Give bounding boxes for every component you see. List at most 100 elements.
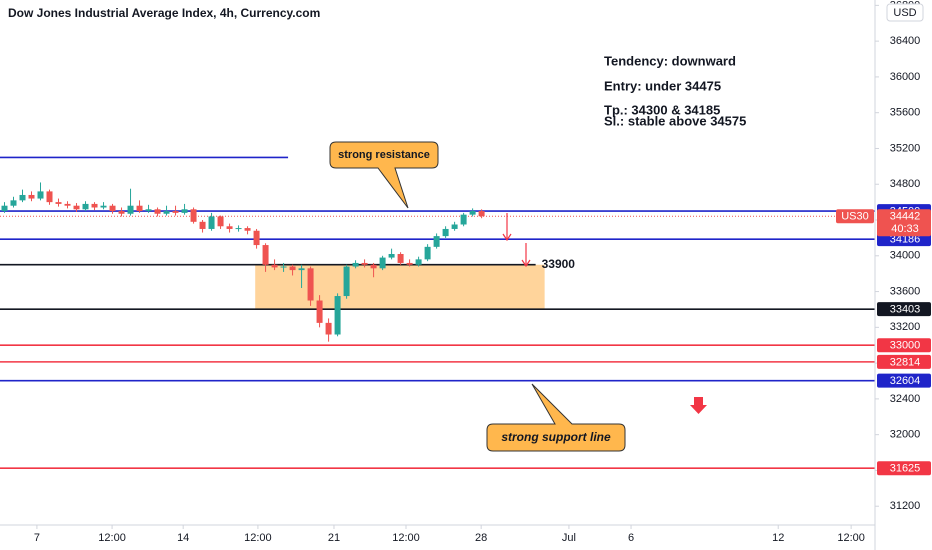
- candle-body: [343, 266, 350, 297]
- level-tag-label: 34186: [890, 234, 921, 246]
- level-tag: [877, 302, 931, 317]
- candle-body: [19, 194, 26, 201]
- candle-body: [37, 191, 44, 199]
- level-tag-label: 32814: [890, 356, 921, 368]
- candle-body: [163, 211, 170, 214]
- axis-layer: 3120031600320003240032800332003360034000…: [34, 0, 920, 544]
- candle-body: [154, 209, 161, 214]
- candle-body: [442, 228, 449, 237]
- x-tick-label: 7: [34, 532, 40, 544]
- candle-body: [100, 205, 107, 208]
- arrow: [502, 213, 512, 242]
- currency-box[interactable]: [886, 3, 924, 22]
- candle-body: [244, 228, 251, 231]
- currency[interactable]: USD: [893, 7, 916, 19]
- level-label: 33900: [542, 257, 576, 271]
- y-tick-label: 33200: [890, 321, 921, 333]
- candle-body: [127, 205, 134, 214]
- candle-body: [235, 228, 242, 230]
- candle-body: [262, 245, 269, 265]
- y-tick-label: 36400: [890, 35, 921, 47]
- candle-body: [109, 205, 116, 212]
- candle-body: [334, 296, 341, 335]
- candle-body: [91, 203, 98, 208]
- candle-body: [406, 262, 413, 265]
- candle-body: [451, 224, 458, 229]
- level-tag: [877, 373, 931, 388]
- candle-body: [280, 266, 287, 268]
- down-arrows: [502, 213, 531, 268]
- arrow: [521, 243, 531, 268]
- candle-body: [433, 236, 440, 247]
- candle-body: [415, 259, 422, 265]
- candle-body: [217, 216, 224, 227]
- symbol-tag-label: US30: [841, 211, 869, 223]
- candle-body: [388, 254, 395, 258]
- big-down-arrow: [690, 397, 707, 414]
- candle-body: [307, 268, 314, 301]
- candle-body: [55, 202, 62, 204]
- level-tag: [877, 354, 931, 369]
- callout-resistance: [329, 141, 439, 209]
- x-tick-label: 6: [628, 532, 634, 544]
- y-tick-label: 35200: [890, 142, 921, 154]
- y-tick-label: 35600: [890, 107, 921, 119]
- level-tag-label: 33000: [890, 340, 921, 352]
- chart-title: Dow Jones Industrial Average Index, 4h, …: [8, 6, 320, 20]
- candle-body: [190, 209, 197, 222]
- candle-body: [46, 191, 53, 203]
- candle-body: [82, 203, 89, 210]
- candle-body: [118, 211, 125, 214]
- x-tick-label: 12: [772, 532, 784, 544]
- level-tag: [877, 338, 931, 353]
- candle-body: [136, 205, 143, 212]
- candle-body: [208, 216, 215, 229]
- candle-body: [460, 214, 467, 225]
- x-tick-label: 12:00: [837, 532, 865, 544]
- candle-body: [64, 203, 71, 206]
- candle-body: [28, 194, 35, 199]
- candle-body: [361, 262, 368, 265]
- x-tick-label: 12:00: [98, 532, 126, 544]
- candle-body: [352, 262, 359, 267]
- level-tag-label: 33403: [890, 304, 921, 316]
- candle-body: [145, 209, 152, 212]
- candle-body: [397, 254, 404, 263]
- x-tick-label: 28: [475, 532, 487, 544]
- candle-body: [478, 211, 485, 217]
- candle-body: [226, 226, 233, 229]
- x-tick-label: 14: [177, 532, 189, 544]
- candle-body: [253, 230, 260, 246]
- notes: Tendency: downward Entry: under 34475 Tp…: [604, 53, 746, 128]
- x-tick-label: 12:00: [392, 532, 420, 544]
- candle-body: [271, 264, 278, 268]
- y-tick-label: 32400: [890, 393, 921, 405]
- y-tick-label: 34800: [890, 178, 921, 190]
- y-tick-label: 32000: [890, 429, 921, 441]
- callout-text: strong support line: [501, 430, 611, 444]
- y-tick-label: 31200: [890, 500, 921, 512]
- candle-body: [469, 211, 476, 215]
- y-tick-label: 34000: [890, 250, 921, 262]
- y-tick-label: 33600: [890, 285, 921, 297]
- x-tick-label: Jul: [562, 532, 576, 544]
- y-tick-label: 36000: [890, 71, 921, 83]
- candle-layer: [1, 182, 485, 342]
- last-price-label: 34442: [890, 211, 921, 223]
- level-tag-label: 31625: [890, 463, 921, 475]
- last-price-tag: [877, 209, 931, 237]
- note: Tendency: downward: [604, 53, 736, 68]
- level-tag-label: 32604: [890, 375, 921, 387]
- candle-body: [316, 300, 323, 323]
- candle-body: [325, 322, 332, 335]
- tag-layer: 3450034186334033300032814326043162534442…: [836, 204, 931, 476]
- zone: [255, 264, 545, 310]
- candle-body: [379, 257, 386, 269]
- candle-body: [73, 205, 80, 210]
- callout-support: [486, 383, 626, 452]
- callout-text: strong resistance: [338, 149, 430, 161]
- candle-body: [181, 209, 188, 213]
- note: Tp.: 34300 & 34185: [604, 102, 720, 117]
- candle-body: [199, 221, 206, 229]
- note: Sl.: stable above 34575: [604, 113, 746, 128]
